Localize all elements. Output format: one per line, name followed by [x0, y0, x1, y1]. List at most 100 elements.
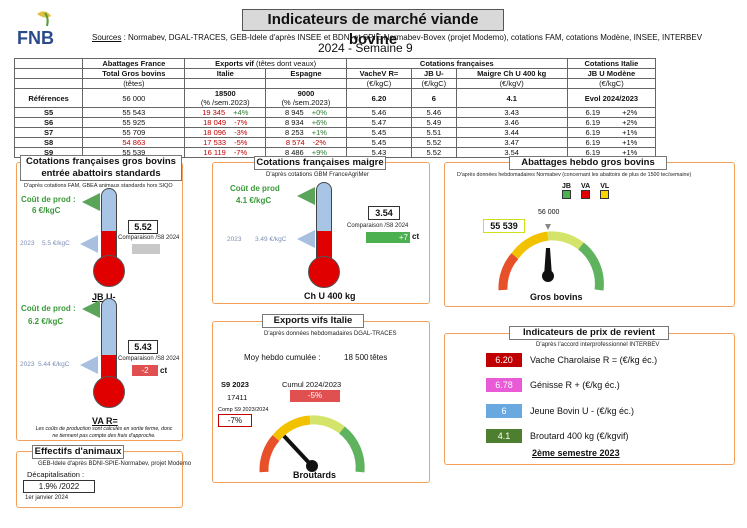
abattages-gauge: [498, 224, 604, 291]
prix-note: D'après l'accord interprofessionnel INTE…: [536, 342, 660, 348]
table-cell: 8 574 -2%: [265, 137, 347, 148]
prix-item-value: 6: [486, 404, 522, 418]
jb-thermometer-bulb: [93, 255, 125, 287]
prix-item-label: Jeune Bovin U - (€/kg éc.): [530, 406, 635, 416]
table-cell: 3.46: [455, 117, 568, 128]
col-maigre: Maigre Ch U 400 kg: [455, 68, 568, 79]
va-cout-value: 6.2 €/kgC: [28, 317, 64, 326]
exports-cumul-value: -5%: [290, 390, 340, 402]
col-total-gros-bovins: Total Gros bovins: [82, 68, 186, 79]
fnb-logo: FNB: [15, 10, 75, 50]
abattages-value-box: 55 539: [483, 219, 525, 233]
exports-comp-value: -7%: [218, 414, 252, 427]
prix-item-value: 4.1: [486, 429, 522, 443]
exports-name: Broutards: [293, 470, 337, 480]
table-cell: 3.43: [455, 107, 568, 118]
maigre-2023-value: 3.49 €/kgC: [255, 236, 287, 243]
jb-2023-label: 2023: [20, 240, 35, 247]
table-cell: 18 096 -3%: [184, 127, 267, 138]
unit-cell: [265, 78, 347, 89]
ref-cell: 6: [411, 88, 457, 108]
prix-title: Indicateurs de prix de revient: [509, 326, 669, 340]
exports-title: Exports vifs Italie: [262, 314, 364, 328]
logo-text: FNB: [17, 28, 54, 48]
panel-effectifs: [16, 451, 183, 508]
va-2023-value: 5.44 €/kgC: [38, 361, 70, 368]
col-espagne: Espagne: [265, 68, 347, 79]
jb-2023-value: 5.5 €/kgC: [42, 240, 70, 247]
table-cell: 5.52: [411, 137, 457, 148]
prix-item-label: Broutard 400 kg (€/kgvif): [530, 431, 629, 441]
prix-item: 6.78 Génisse R + (€/kg éc.): [486, 378, 620, 392]
table-cell: 54 863: [82, 137, 186, 148]
table-cell: 5.45: [345, 127, 413, 138]
va-thermometer: [101, 298, 117, 380]
table-cell: S6: [13, 117, 84, 128]
maigre-title: Cotations françaises maigre: [254, 156, 386, 170]
jb-cout-marker: [82, 193, 100, 211]
group-abattages: Abattages France: [82, 58, 186, 69]
col-modene: JB U Modène: [566, 68, 657, 79]
table-cell: 6.19 +2%: [566, 117, 657, 128]
table-cell: 6.19 +1%: [566, 137, 657, 148]
maigre-thermometer: [316, 182, 332, 262]
exports-moy-value: 18 500: [344, 353, 369, 362]
table-cell: 5.51: [411, 127, 457, 138]
sources-text: : Normabev, DGAL-TRACES, GEB-Idele d'apr…: [121, 33, 703, 42]
jb-name: JB U-: [92, 292, 116, 302]
maigre-cout-marker: [297, 187, 315, 205]
maigre-thermometer-bulb: [308, 256, 340, 288]
table-row: S7 55 709 18 096 -3% 8 253 +1% 5.45 5.51 3.44 6.1…: [13, 127, 657, 138]
jb-thermometer: [101, 188, 117, 260]
table-row: S5 55 543 19 345 +4% 8 945 +0% 5.46 5.46 3.43 6.1…: [13, 107, 657, 118]
exports-s9-label: S9 2023: [221, 380, 249, 389]
va-cout-marker: [82, 300, 100, 318]
table-cell: S5: [13, 107, 84, 118]
jb-2023-marker: [80, 235, 98, 253]
table-cell: 18 049 -7%: [184, 117, 267, 128]
exports-s9-value: 17411: [227, 393, 248, 402]
page-title: Indicateurs de marché viande bovine: [242, 9, 504, 48]
effectifs-value: 1.9% /2022: [23, 480, 95, 493]
va-comp-label: Comparaison /S8 2024: [118, 356, 180, 362]
va-value-box: 5.43: [128, 340, 158, 354]
table-cell: 5.49: [411, 117, 457, 128]
unit-cell: (€/kgC): [566, 78, 657, 89]
table-cell: S7: [13, 127, 84, 138]
week-label: 2024 - Semaine 9: [318, 41, 413, 55]
group-cotations-fr: Cotations françaises: [345, 58, 568, 69]
maigre-2023-label: 2023: [227, 236, 242, 243]
exports-note: D'après données hebdomadaires DGAL-TRACE…: [264, 331, 397, 337]
prix-semestre: 2ème semestre 2023: [532, 448, 620, 458]
va-cout-label: Coût de prod :: [21, 304, 76, 313]
abattages-note: D'après données hebdomadaires Normabev (…: [457, 172, 692, 178]
legend-va: VA: [581, 183, 590, 199]
va-comp-delta: -2: [132, 365, 158, 376]
jb-value-box: 5.52: [128, 220, 158, 234]
maigre-comp-label: Comparaison /S8 2024: [347, 223, 409, 229]
prix-item-label: Génisse R + (€/kg éc.): [530, 380, 620, 390]
ref-cell: 56 000: [82, 88, 186, 108]
col-italie: Italie: [184, 68, 267, 79]
table-cell: 8 945 +0%: [265, 107, 347, 118]
prix-item: 6.20 Vache Charolaise R = (€/kg éc.): [486, 353, 657, 367]
jb-comp-arrow: [132, 244, 160, 254]
table-cell: 19 345 +4%: [184, 107, 267, 118]
table-cell: 55 709: [82, 127, 186, 138]
panel-exports: [212, 321, 430, 483]
legend-vl: VL: [600, 183, 610, 199]
fnb-logo-graphic: [37, 11, 51, 27]
group-cotations-it: Cotations Italie: [566, 58, 657, 69]
ref-cell: 4.1: [455, 88, 568, 108]
effectifs-title: Effectifs d'animaux: [32, 445, 124, 459]
table-cell: 3.47: [455, 137, 568, 148]
va-2023-marker: [80, 356, 98, 374]
jb-cout-label: Coût de prod :: [21, 195, 76, 204]
abattages-ref: 56 000: [538, 209, 560, 216]
unit-cell: (€/kgC): [411, 78, 457, 89]
exports-moy-unit: têtes: [370, 353, 388, 362]
unit-cell: (têtes): [82, 78, 186, 89]
gros-bovins-title: Cotations françaises gros bovins entrée …: [20, 155, 182, 181]
exports-comp-label: Comp S9 2023/2024: [218, 407, 269, 413]
prix-item: 4.1 Broutard 400 kg (€/kgvif): [486, 429, 629, 443]
